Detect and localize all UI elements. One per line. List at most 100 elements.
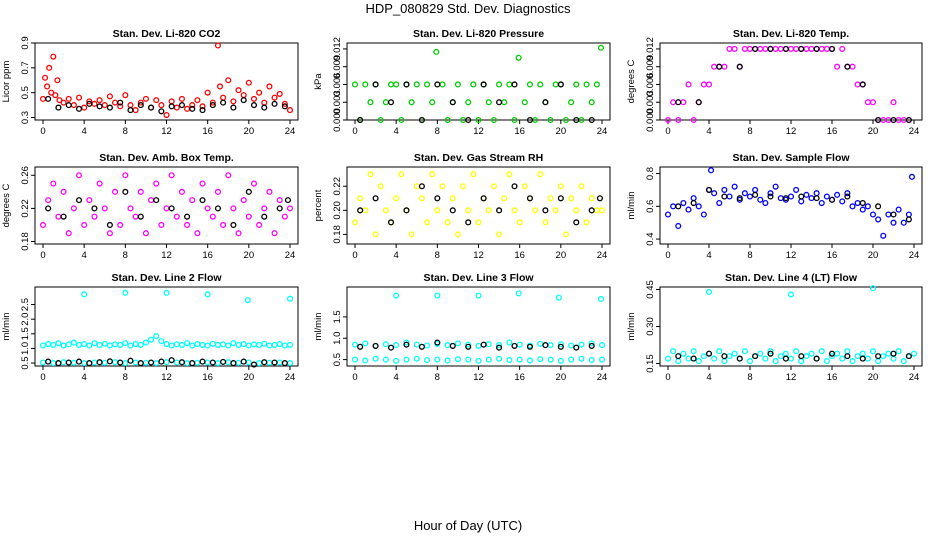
x-tick-label: 0 (40, 250, 45, 261)
data-point (70, 359, 77, 366)
data-point (890, 211, 897, 218)
x-tick-label: 16 (514, 372, 525, 383)
data-point (793, 348, 800, 355)
y-tick-label: 0.18 (332, 225, 343, 244)
panel-5: Stan. Dev. Gas Stream RH 0 4 8 12 16 20 24 0.18 0… (313, 152, 611, 261)
data-point (726, 193, 733, 200)
data-point (276, 90, 283, 97)
data-point (813, 355, 820, 362)
data-point (403, 341, 410, 348)
y-tick-label: 0.30 (645, 317, 656, 336)
y-axis-label: percent (313, 189, 324, 221)
data-point (496, 99, 503, 106)
data-point (286, 295, 294, 302)
series-4 (45, 357, 288, 368)
data-point (849, 63, 856, 70)
data-point (362, 207, 369, 214)
x-tick-label: 20 (868, 372, 879, 383)
data-point (434, 356, 441, 363)
data-point (168, 342, 175, 349)
data-point (220, 94, 227, 101)
panel-9: Stan. Dev. Line 4 (LT) Flow 0 4 8 12 16 20 24 0.… (626, 272, 923, 383)
panel-title: Stan. Dev. Sample Flow (732, 152, 850, 164)
data-point (261, 213, 268, 220)
data-point (372, 355, 379, 362)
x-tick-label: 8 (747, 372, 752, 383)
data-point (137, 360, 144, 367)
data-point (854, 81, 861, 88)
data-point (465, 343, 472, 350)
x-tick-label: 20 (868, 126, 879, 137)
data-point (225, 359, 232, 366)
data-point (475, 219, 482, 226)
data-point (859, 355, 866, 362)
data-point (506, 81, 513, 88)
data-point (496, 207, 503, 214)
x-tick-label: 16 (202, 372, 213, 383)
data-point (413, 81, 420, 88)
data-point (230, 221, 237, 229)
data-point (132, 107, 139, 114)
data-point (705, 288, 713, 295)
data-point (597, 44, 605, 51)
data-point (184, 221, 191, 229)
data-point (423, 219, 431, 226)
data-point (142, 230, 149, 237)
data-point (854, 199, 861, 207)
data-point (362, 357, 369, 364)
data-point (875, 116, 882, 124)
data-point (418, 195, 425, 202)
data-point (578, 355, 585, 362)
data-point (276, 205, 283, 212)
data-point (372, 231, 379, 238)
data-point (803, 353, 810, 360)
data-point (55, 213, 62, 220)
data-point (60, 359, 67, 366)
x-tick-label: 12 (473, 372, 484, 383)
data-point (286, 107, 294, 114)
x-tick-label: 12 (473, 126, 484, 137)
data-point (54, 77, 61, 84)
data-point (173, 341, 180, 348)
x-tick-label: 12 (161, 126, 172, 137)
x-tick-label: 24 (285, 372, 296, 383)
data-point (480, 81, 487, 88)
data-point (542, 207, 549, 214)
data-point (834, 63, 841, 70)
data-point (506, 356, 513, 364)
data-point (798, 358, 805, 365)
plot-frame (346, 286, 611, 367)
data-point (367, 99, 374, 106)
panel-title: Stan. Dev. Line 2 Flow (111, 272, 222, 284)
data-point (245, 342, 252, 349)
data-point (716, 348, 723, 355)
data-point (168, 172, 175, 179)
series-1 (351, 171, 606, 238)
data-point (39, 95, 47, 102)
data-point (721, 186, 728, 193)
data-point (351, 219, 359, 226)
x-tick-label: 20 (556, 250, 567, 261)
data-point (276, 359, 283, 366)
data-point (86, 98, 93, 105)
data-point (101, 102, 108, 109)
data-point (542, 342, 549, 349)
data-point (777, 353, 784, 360)
data-point (880, 353, 887, 360)
data-point (351, 356, 359, 363)
data-point (178, 341, 185, 348)
data-point (516, 356, 523, 363)
data-point (65, 230, 72, 237)
data-point (209, 359, 216, 366)
data-point (485, 356, 492, 363)
plot-frame (659, 166, 923, 245)
data-point (664, 355, 672, 362)
data-point (153, 333, 160, 340)
data-point (828, 350, 836, 357)
data-point (767, 45, 774, 52)
data-point (423, 81, 431, 88)
data-point (225, 77, 232, 84)
data-point (908, 173, 915, 180)
data-point (787, 355, 795, 362)
data-point (91, 213, 98, 220)
